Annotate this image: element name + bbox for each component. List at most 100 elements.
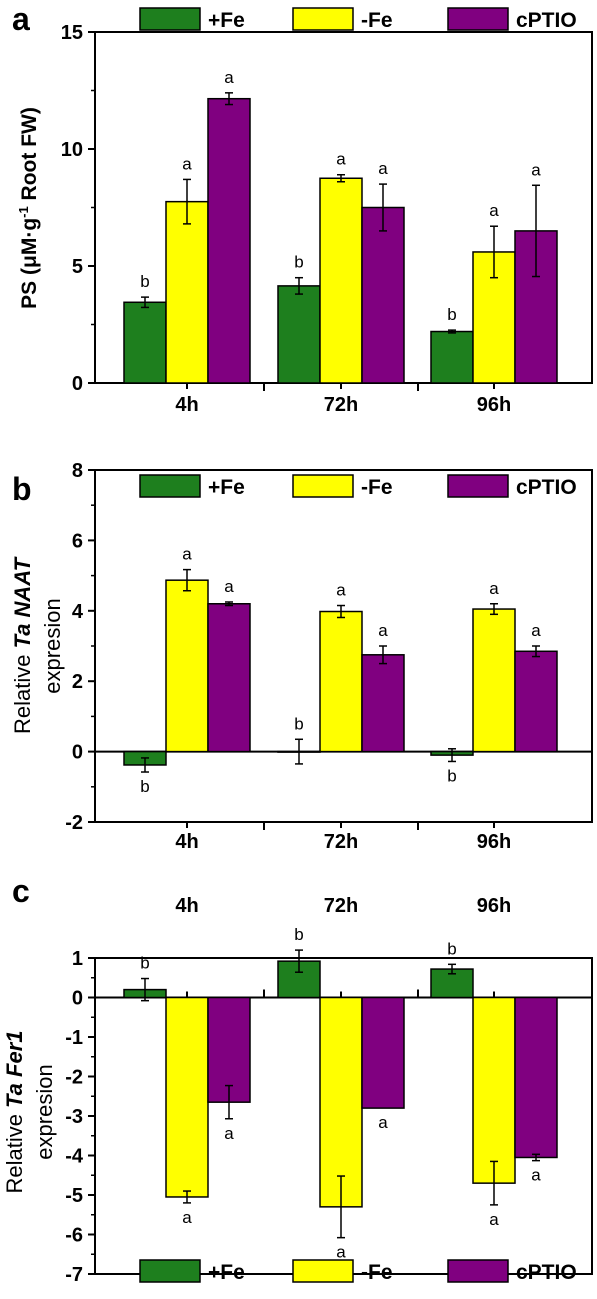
y-tick-label: 15 bbox=[61, 22, 83, 44]
significance-letter: b bbox=[447, 305, 456, 324]
y-tick-label: 0 bbox=[72, 742, 83, 764]
x-category-label: 96h bbox=[477, 895, 511, 917]
significance-letter: a bbox=[224, 1124, 234, 1143]
y-tick-label: 5 bbox=[72, 256, 83, 278]
bar-cPTIO-4h bbox=[207, 996, 251, 1103]
significance-letter: a bbox=[336, 581, 346, 600]
significance-letter: b bbox=[294, 714, 303, 733]
y-tick-label: -6 bbox=[65, 1225, 83, 1247]
y-label-gene: Ta Fer1 bbox=[2, 1030, 27, 1107]
y-tick-label: -1 bbox=[65, 1027, 83, 1049]
significance-letter: a bbox=[489, 579, 499, 598]
significance-letter: a bbox=[531, 1166, 541, 1185]
y-label-part: Root FW) bbox=[18, 107, 41, 206]
significance-letter: a bbox=[224, 68, 234, 87]
x-category-label: 72h bbox=[324, 895, 358, 917]
bar--Fe-4h bbox=[165, 200, 209, 384]
y-tick-label: 8 bbox=[72, 460, 83, 482]
legend-swatch--Fe bbox=[292, 7, 354, 31]
y-label-part: PS (μM·g bbox=[18, 218, 41, 309]
y-tick-label: -2 bbox=[65, 1067, 83, 1089]
y-axis-label-line1: Relative Ta NAAT bbox=[10, 556, 35, 734]
legend-label: +Fe bbox=[208, 1261, 245, 1284]
y-tick-label: 0 bbox=[72, 988, 83, 1010]
legend-swatch-+Fe bbox=[139, 474, 201, 498]
panel-letter: a bbox=[12, 1, 30, 37]
significance-letter: a bbox=[182, 154, 192, 173]
y-label-part: Relative bbox=[10, 648, 35, 734]
legend-label: cPTIO bbox=[516, 476, 577, 499]
legend-swatch--Fe bbox=[292, 1259, 354, 1283]
bar-cPTIO-4h bbox=[207, 603, 251, 753]
legend-swatch-+Fe bbox=[139, 7, 201, 31]
panel-letter: b bbox=[12, 471, 32, 507]
y-tick-label: -4 bbox=[65, 1146, 84, 1168]
legend-label: +Fe bbox=[208, 476, 245, 499]
significance-letter: a bbox=[378, 621, 388, 640]
panel-b: b -2 0 2 4 6 8 4h 72h 96h b b b a a a a a a +Fe -Fe cPTIO Rela… bbox=[10, 460, 593, 853]
bar-cPTIO-4h bbox=[207, 97, 251, 384]
significance-letter: a bbox=[336, 1243, 346, 1262]
significance-letter: a bbox=[378, 159, 388, 178]
y-label-gene: Ta NAAT bbox=[10, 556, 35, 648]
y-tick-label: 2 bbox=[72, 671, 83, 693]
significance-letter: a bbox=[531, 160, 541, 179]
bar--Fe-72h bbox=[319, 610, 363, 753]
bar--Fe-96h bbox=[472, 996, 516, 1184]
significance-letter: b bbox=[294, 253, 303, 272]
bar-+Fe-96h bbox=[430, 330, 474, 384]
legend-swatch-cPTIO bbox=[447, 474, 509, 498]
significance-letter: b bbox=[140, 272, 149, 291]
legend-label: cPTIO bbox=[516, 9, 577, 32]
legend-label: -Fe bbox=[361, 476, 393, 499]
legend-swatch-cPTIO bbox=[447, 7, 509, 31]
significance-letter: a bbox=[224, 577, 234, 596]
legend-label: cPTIO bbox=[516, 1261, 577, 1284]
panel-c: c -7 -6 -5 -4 -3 -2 -1 0 1 4h 72h 96h b b b a a a a a a +Fe -Fe… bbox=[2, 873, 593, 1286]
significance-letter: a bbox=[531, 621, 541, 640]
bar--Fe-96h bbox=[472, 608, 516, 753]
significance-letter: b bbox=[140, 954, 149, 973]
y-tick-label: -2 bbox=[65, 812, 83, 834]
panel-a: a 0 5 10 15 4h 72h 96h b b b a a a a a a +Fe -Fe cPTIO PS (μ… bbox=[12, 1, 593, 416]
legend-label: -Fe bbox=[361, 1261, 393, 1284]
significance-letter: a bbox=[182, 1208, 192, 1227]
y-label-part: Relative bbox=[2, 1108, 27, 1194]
legend-label: -Fe bbox=[361, 9, 393, 32]
bar--Fe-4h bbox=[165, 996, 209, 1198]
x-category-label: 72h bbox=[324, 394, 358, 416]
y-axis-label-line2: expresion bbox=[32, 1064, 57, 1159]
y-tick-label: 10 bbox=[61, 139, 83, 161]
x-category-label: 4h bbox=[175, 831, 198, 853]
bar-cPTIO-96h bbox=[514, 996, 558, 1159]
x-category-label: 4h bbox=[175, 394, 198, 416]
significance-letter: b bbox=[447, 766, 456, 785]
legend-swatch-cPTIO bbox=[447, 1259, 509, 1283]
legend-swatch--Fe bbox=[292, 474, 354, 498]
bar-cPTIO-72h bbox=[361, 206, 405, 384]
y-tick-label: -3 bbox=[65, 1106, 83, 1128]
y-tick-label: -5 bbox=[65, 1185, 83, 1207]
bar-+Fe-72h bbox=[277, 285, 321, 384]
x-category-label: 96h bbox=[477, 831, 511, 853]
y-tick-label: 4 bbox=[72, 601, 84, 623]
bar-cPTIO-72h bbox=[361, 654, 405, 753]
bar--Fe-4h bbox=[165, 579, 209, 753]
significance-letter: a bbox=[489, 201, 499, 220]
x-category-label: 72h bbox=[324, 831, 358, 853]
legend-swatch-+Fe bbox=[139, 1259, 201, 1283]
legend-label: +Fe bbox=[208, 9, 245, 32]
bar-+Fe-4h bbox=[123, 301, 167, 384]
panel-letter: c bbox=[12, 873, 30, 909]
significance-letter: a bbox=[378, 1113, 388, 1132]
y-axis-label: PS (μM·g-1 Root FW) bbox=[16, 107, 41, 309]
y-axis-label-line1: Relative Ta Fer1 bbox=[2, 1030, 27, 1193]
significance-letter: b bbox=[294, 925, 303, 944]
y-tick-label: 1 bbox=[72, 948, 83, 970]
y-tick-label: 6 bbox=[72, 530, 83, 552]
significance-letter: a bbox=[182, 545, 192, 564]
x-category-label: 4h bbox=[175, 895, 198, 917]
y-axis-label-line2: expresion bbox=[40, 598, 65, 693]
bar-cPTIO-96h bbox=[514, 650, 558, 753]
